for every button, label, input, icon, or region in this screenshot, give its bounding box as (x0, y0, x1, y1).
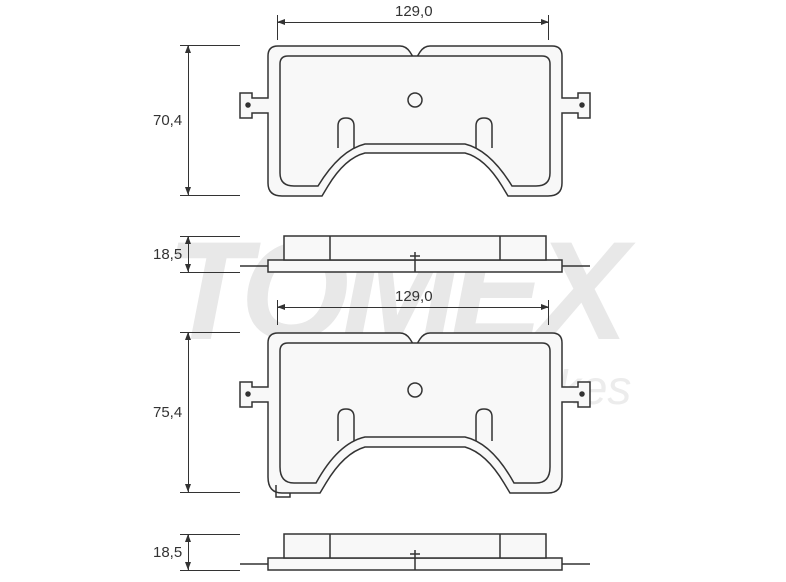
dim-line-thick1 (188, 236, 189, 272)
dim-thick1: 18,5 (153, 246, 182, 263)
dim-width1: 129,0 (395, 3, 433, 20)
dim-width2: 129,0 (395, 288, 433, 305)
dim-line-height2 (188, 332, 189, 492)
pad1-front-view (230, 38, 600, 208)
dim-line-thick2 (188, 534, 189, 570)
dim-height1: 70,4 (153, 112, 182, 129)
pad2-side-view (230, 526, 600, 576)
dim-line-height1 (188, 45, 189, 195)
dim-line-width1 (277, 22, 549, 23)
dim-height2: 75,4 (153, 404, 182, 421)
pad1-side-view (230, 228, 600, 278)
pad2-front-view (230, 325, 600, 505)
dim-line-width2 (277, 307, 549, 308)
dim-thick2: 18,5 (153, 544, 182, 561)
